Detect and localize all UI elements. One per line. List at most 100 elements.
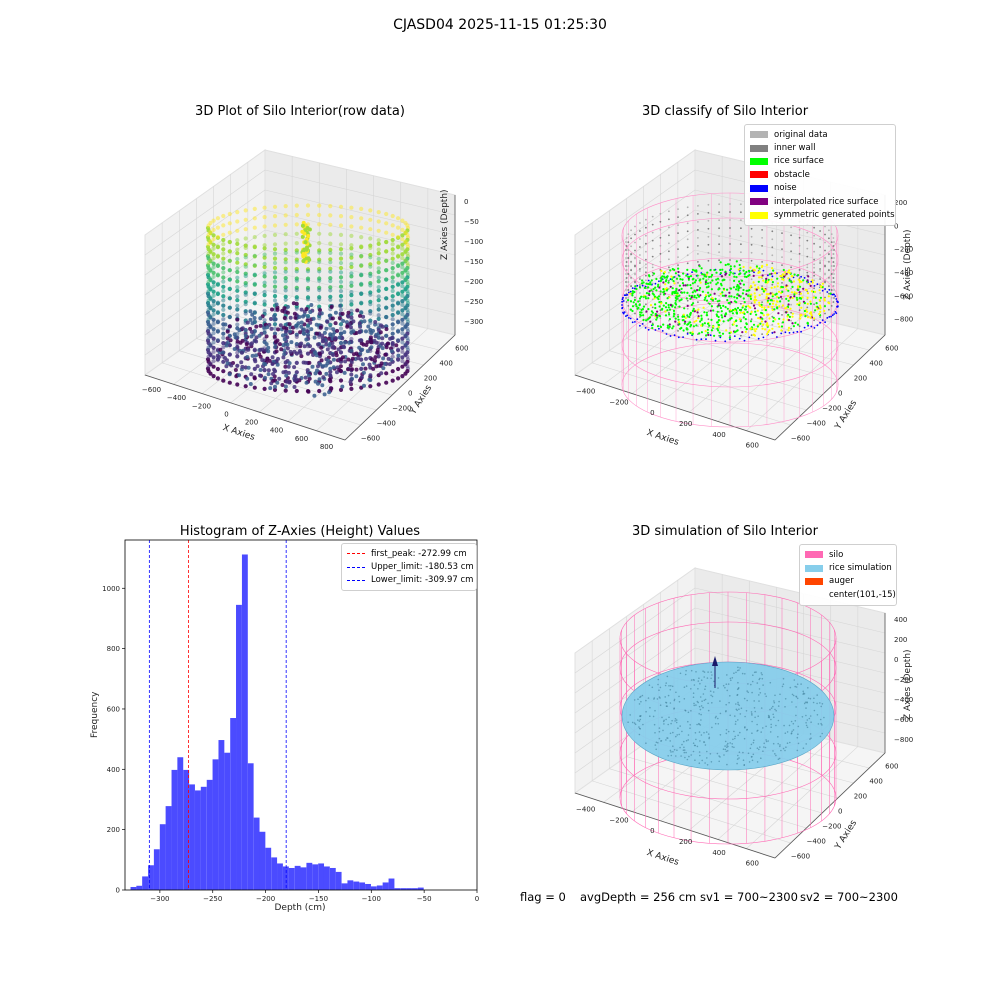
raw-point [405,260,410,266]
raw-point [370,357,374,362]
classify-point [771,305,774,309]
classify-point [824,321,826,324]
classify-point [625,315,627,317]
raw-point [215,244,220,249]
raw-point [272,326,278,331]
rice-point [638,720,641,722]
raw-point [273,384,277,389]
rice-point [733,746,735,749]
raw-point [328,222,333,227]
raw-point [215,216,220,221]
raw-point [262,280,267,285]
rice-point [707,702,709,705]
classify-point [833,273,835,275]
x-tick-label: −300 [150,895,169,903]
rice-point [727,742,729,745]
raw-point [384,333,389,338]
rice-point [769,681,772,684]
raw-point [294,370,299,375]
raw-point [288,349,293,354]
raw-point [396,309,401,315]
raw-point [302,312,307,317]
classify-point [666,324,669,327]
rice-point [700,705,703,707]
classify-point [830,281,833,283]
classify-point [803,309,806,313]
rice-point [774,708,776,711]
classify-point [686,222,689,225]
raw-point [283,241,288,246]
rice-point [805,743,807,745]
classify-point [800,330,802,333]
rice-point [739,731,741,734]
classify-point [780,285,783,288]
classify-point [638,286,642,289]
classify-point [729,235,731,237]
raw-point [390,354,395,359]
y-tick-label: −200 [822,405,841,413]
rice-point [700,713,702,716]
z-tick-label: −800 [894,736,913,744]
histogram-bar [341,883,348,890]
raw-point [221,242,226,247]
raw-point [309,303,314,307]
classify-point [622,300,625,302]
classify-point [766,299,769,302]
rice-point [706,764,709,766]
raw-point [384,230,389,235]
classify-point [767,280,770,283]
classify-point [788,269,791,272]
raw-point [252,291,257,296]
raw-point [305,329,310,334]
classify-point [728,291,731,294]
rice-point [733,672,735,674]
simulation-z-axis-label: Z Axies (Depth) [903,649,913,720]
classify-point [683,322,686,325]
classify-point [806,316,810,319]
raw-point [376,354,381,359]
raw-point [254,353,259,358]
classify-point [740,326,742,329]
classify-point [832,285,835,287]
rice-point [738,708,740,710]
classify-point [775,303,778,306]
raw-point [221,294,226,299]
raw-point [384,345,389,350]
classify-point [816,283,819,286]
classify-point [753,328,756,331]
classify-point [715,283,718,286]
classify-point [735,285,738,288]
raw-point [310,347,315,352]
classify-point [690,323,693,327]
rice-point [726,763,728,766]
raw-point [400,242,405,247]
classify-point [739,311,742,314]
classify-point [776,295,779,298]
classify-point [818,312,821,316]
raw-point [225,329,230,334]
raw-point [285,310,290,315]
rice-point [702,670,704,672]
raw-point [257,333,262,338]
raw-point [338,242,344,247]
rice-point [657,683,659,686]
classify-point [656,325,660,328]
classify-point [670,275,673,278]
classify-point [786,295,790,298]
rice-point [739,713,742,715]
classify-point [645,319,648,322]
rice-point [809,715,812,717]
classify-point [627,305,630,307]
classify-point [728,273,731,276]
rice-point [674,720,676,722]
rice-point [807,697,810,699]
raw-point [282,352,287,357]
raw-point [384,286,389,292]
rice-point [765,695,767,698]
classify-point [686,268,689,271]
raw-point [338,322,344,327]
histogram-bar [318,863,325,890]
classify-point [786,315,789,318]
raw-point [338,298,344,303]
classify-point [645,303,647,306]
